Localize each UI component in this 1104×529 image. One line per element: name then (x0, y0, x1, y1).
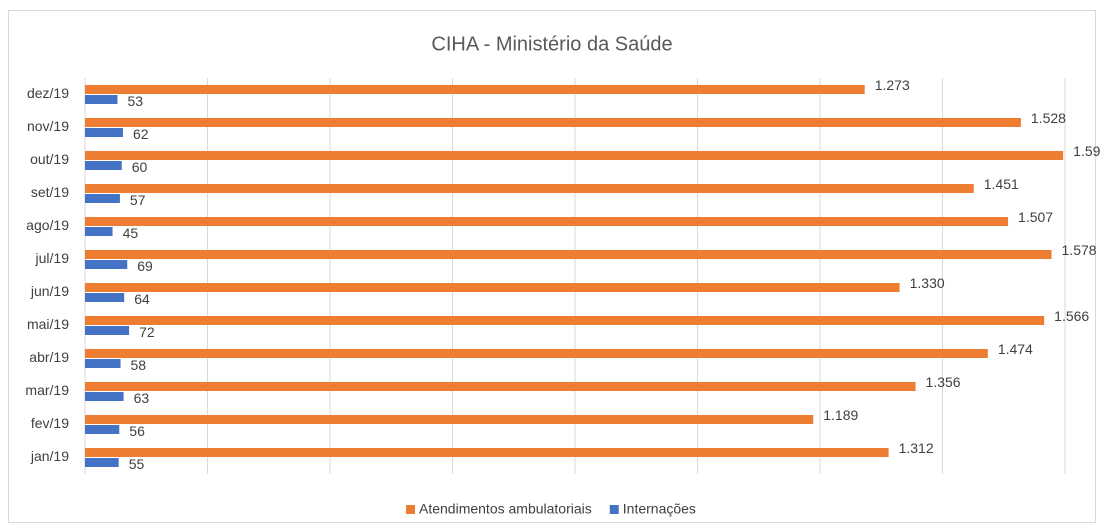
data-label: 69 (137, 258, 153, 274)
data-label: 45 (123, 225, 139, 241)
y-tick-label: ago/19 (26, 217, 69, 233)
y-tick-label: jul/19 (35, 250, 70, 266)
data-label: 57 (130, 192, 146, 208)
bar (85, 161, 122, 170)
y-tick-label: out/19 (30, 151, 69, 167)
legend-swatch (609, 505, 619, 514)
bar (85, 184, 974, 193)
bar (85, 260, 128, 269)
bar (85, 128, 123, 137)
data-label: 60 (132, 159, 148, 175)
chart-frame (8, 10, 1096, 523)
y-tick-label: mar/19 (25, 382, 69, 398)
bar (85, 316, 1045, 325)
legend-label: Atendimentos ambulatoriais (419, 501, 592, 517)
data-label: 64 (134, 291, 150, 307)
data-label: 1.59 (1073, 143, 1100, 159)
bar (85, 382, 916, 391)
legend-label: Internações (623, 501, 696, 517)
bar (85, 194, 120, 203)
y-tick-label: jun/19 (30, 283, 69, 299)
bar (85, 283, 900, 292)
y-tick-label: dez/19 (27, 85, 69, 101)
data-label: 1.330 (910, 275, 945, 291)
data-label: 72 (139, 324, 155, 340)
data-label: 1.566 (1054, 308, 1089, 324)
y-tick-label: nov/19 (27, 118, 69, 134)
data-label: 1.189 (823, 407, 858, 423)
y-tick-label: abr/19 (29, 349, 69, 365)
bar (85, 151, 1064, 160)
bar (85, 359, 121, 368)
y-tick-label: fev/19 (31, 415, 69, 431)
bar (85, 415, 814, 424)
y-tick-label: jan/19 (30, 448, 69, 464)
data-label: 58 (131, 357, 147, 373)
bar (85, 118, 1021, 127)
y-tick-label: set/19 (31, 184, 69, 200)
data-label: 55 (129, 456, 145, 472)
data-label: 62 (133, 126, 149, 142)
legend-swatch (406, 505, 415, 514)
bar (85, 349, 988, 358)
data-label: 1.356 (926, 374, 961, 390)
bar (85, 458, 119, 467)
bar (85, 95, 118, 104)
data-label: 1.312 (899, 440, 934, 456)
data-label: 1.474 (998, 341, 1033, 357)
chart-title: CIHA - Ministério da Saúde (431, 33, 672, 55)
bar (85, 392, 124, 401)
bar (85, 326, 130, 335)
data-label: 1.578 (1062, 242, 1097, 258)
bar (85, 293, 125, 302)
data-label: 56 (129, 423, 145, 439)
bar (85, 85, 865, 94)
data-label: 1.451 (984, 176, 1019, 192)
bar (85, 425, 120, 434)
data-label: 63 (134, 390, 150, 406)
bar (85, 250, 1052, 259)
y-tick-label: mai/19 (27, 316, 69, 332)
bar (85, 217, 1009, 226)
data-label: 1.528 (1031, 110, 1066, 126)
bar (85, 227, 113, 236)
data-label: 53 (127, 93, 143, 109)
data-label: 1.507 (1018, 209, 1053, 225)
bar (85, 448, 889, 457)
data-label: 1.273 (875, 77, 910, 93)
